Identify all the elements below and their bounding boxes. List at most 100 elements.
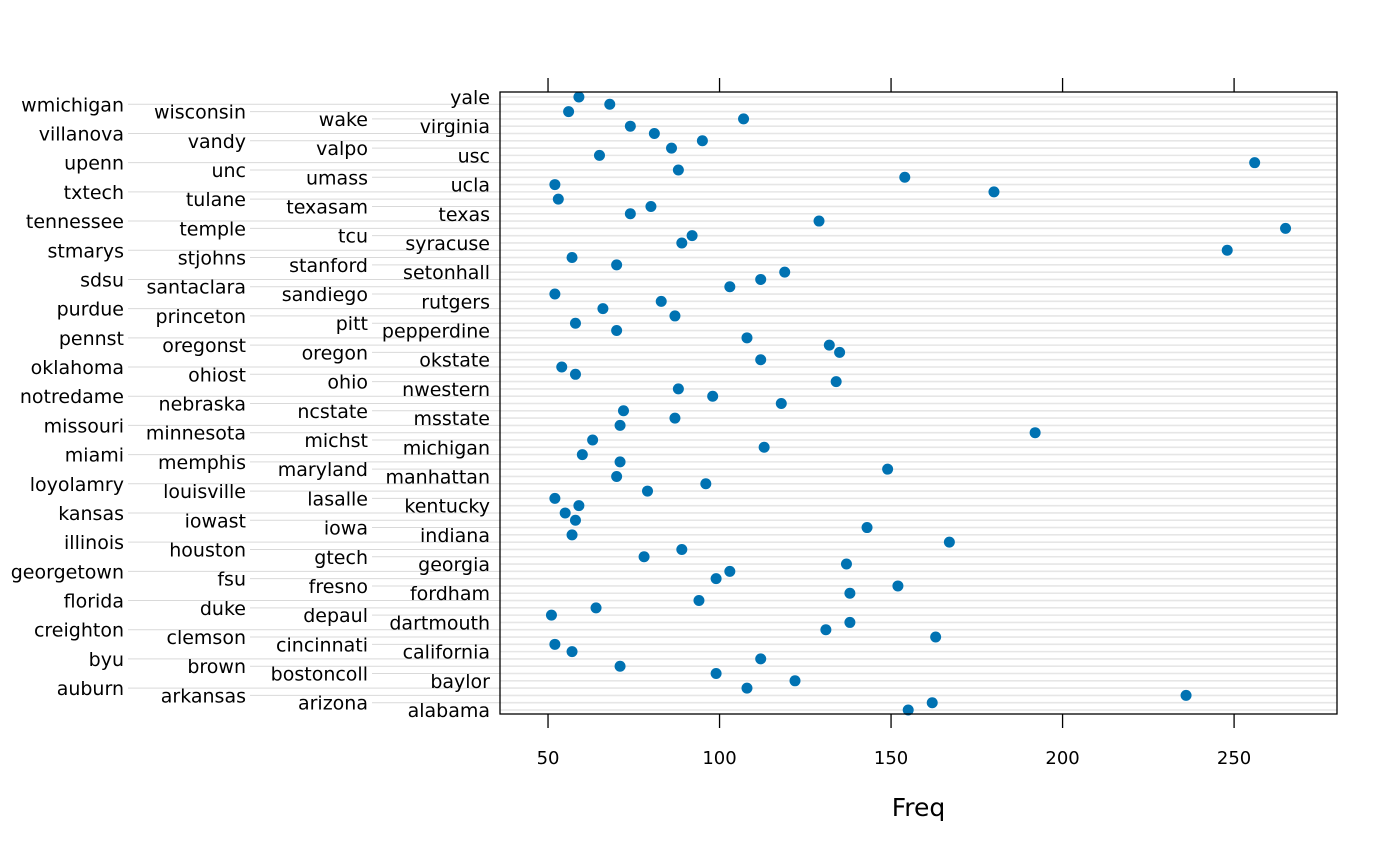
y-tick-label: pitt [336, 313, 368, 335]
y-tick-label: sdsu [80, 269, 124, 291]
plot-panel [499, 91, 1338, 715]
data-point [882, 463, 894, 475]
data-point [789, 675, 801, 687]
data-point [926, 697, 938, 709]
data-point [1180, 689, 1192, 701]
data-point [988, 186, 1000, 198]
y-tick-label: tcu [338, 226, 368, 248]
y-tick-label: michst [304, 430, 368, 452]
data-point [738, 113, 750, 125]
data-point [758, 441, 770, 453]
y-tick-label: msstate [413, 408, 490, 430]
data-point [724, 565, 736, 577]
data-point [930, 631, 942, 643]
y-tick-label: pepperdine [382, 321, 490, 343]
data-point [545, 609, 557, 621]
data-point [573, 500, 585, 512]
y-tick-label: houston [169, 539, 246, 561]
data-point [830, 376, 842, 388]
y-tick-label: illinois [64, 532, 124, 554]
y-tick-label: dartmouth [389, 612, 490, 634]
y-tick-label: unc [211, 160, 246, 182]
data-point [861, 522, 873, 534]
y-tick-label: arizona [298, 693, 368, 715]
y-tick-label: virginia [420, 116, 490, 138]
y-tick-label: lasalle [307, 488, 368, 510]
data-point [741, 682, 753, 694]
data-point [823, 339, 835, 351]
y-tick-label: clemson [167, 627, 247, 649]
y-tick-label: kansas [58, 503, 124, 525]
y-tick-label: nwestern [402, 379, 490, 401]
y-tick-label: okstate [419, 350, 490, 372]
y-tick-label: loyolamry [30, 474, 124, 496]
data-point [569, 368, 581, 380]
data-point [666, 142, 678, 154]
y-tick-label: maryland [278, 459, 368, 481]
y-tick-label: setonhall [403, 262, 490, 284]
y-tick-label: missouri [44, 415, 124, 437]
x-tick-label: 50 [537, 748, 560, 769]
data-point [693, 595, 705, 607]
y-tick-label: vandy [188, 131, 246, 153]
data-point [566, 529, 578, 541]
data-point [566, 646, 578, 658]
y-tick-label: usc [458, 145, 490, 167]
y-tick-label: iowa [324, 518, 368, 540]
data-point [696, 135, 708, 147]
y-tick-label: valpo [316, 138, 368, 160]
y-tick-label: oregonst [162, 335, 246, 357]
y-tick-label: arkansas [161, 685, 246, 707]
y-tick-label: memphis [158, 452, 246, 474]
data-point [676, 543, 688, 555]
y-tick-label: depaul [303, 605, 368, 627]
data-point [755, 273, 767, 285]
y-tick-label: oklahoma [31, 357, 124, 379]
y-tick-label: santaclara [147, 277, 247, 299]
x-axis: 50 100 150 200 250 [537, 78, 1251, 769]
y-tick-label: fresno [309, 576, 368, 598]
y-tick-label: florida [64, 591, 124, 613]
y-tick-label: miami [65, 445, 124, 467]
data-point [624, 120, 636, 132]
y-tick-label: indiana [420, 525, 490, 547]
data-point [593, 149, 605, 161]
y-axis-labels: alabama arizona arkansas auburn baylor boston… [11, 87, 490, 722]
data-point [724, 281, 736, 293]
y-tick-label: brown [187, 656, 246, 678]
y-tick-label: stmarys [48, 240, 124, 262]
data-point [755, 653, 767, 665]
y-tick-label: california [403, 642, 490, 664]
data-point [614, 419, 626, 431]
data-point [624, 208, 636, 220]
y-tick-label: gtech [314, 547, 368, 569]
y-tick-label: tennessee [26, 211, 124, 233]
y-tick-label: baylor [430, 671, 490, 693]
y-tick-label: txtech [64, 182, 124, 204]
y-tick-label: bostoncoll [271, 664, 368, 686]
y-tick-label: wmichigan [21, 94, 124, 116]
data-point [597, 303, 609, 315]
y-tick-label: upenn [64, 153, 124, 175]
data-point [686, 230, 698, 242]
data-point [700, 478, 712, 490]
y-tick-label: byu [89, 649, 124, 671]
data-point [590, 602, 602, 614]
data-point [556, 361, 568, 373]
gridlines [500, 96, 1337, 711]
y-tick-label: texas [438, 204, 490, 226]
data-point [642, 485, 654, 497]
y-tick-label: kentucky [404, 496, 490, 518]
y-tick-label: iowast [185, 510, 246, 532]
data-point [892, 580, 904, 592]
data-point [672, 164, 684, 176]
data-point [614, 660, 626, 672]
data-point [710, 573, 722, 585]
y-tick-label: wake [319, 109, 368, 131]
data-point [820, 624, 832, 636]
data-point [902, 704, 914, 716]
y-tick-label: auburn [57, 678, 124, 700]
data-point [775, 398, 787, 409]
y-tick-label: ohiost [188, 364, 246, 386]
x-tick-label: 250 [1217, 748, 1251, 769]
